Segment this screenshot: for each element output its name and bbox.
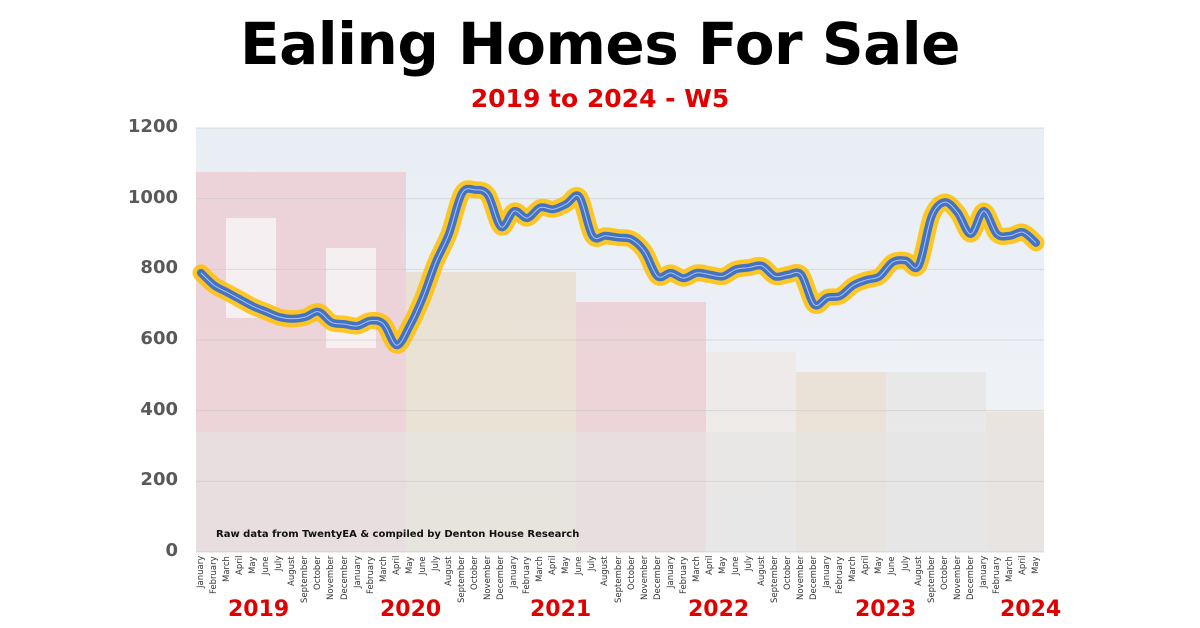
x-tick-label: December: [496, 556, 507, 601]
x-tick-label: August: [757, 556, 768, 586]
x-tick-label: October: [626, 556, 637, 591]
x-tick-label: December: [339, 556, 350, 601]
y-tick-label: 600: [140, 328, 178, 349]
year-label: 2024: [1000, 597, 1062, 622]
x-tick-label: January: [196, 556, 206, 589]
year-label: 2022: [688, 597, 750, 622]
y-tick-label: 0: [165, 540, 178, 561]
x-tick-label: November: [796, 556, 807, 601]
y-tick-label: 1200: [127, 116, 178, 137]
x-tick-label: October: [469, 556, 480, 591]
x-tick-label: January: [822, 556, 833, 589]
x-tick-label: October: [313, 556, 324, 591]
x-tick-label: November: [639, 556, 650, 601]
year-label: 2019: [228, 597, 290, 622]
x-tick-label: January: [509, 556, 520, 589]
x-tick-label: September: [770, 556, 781, 603]
x-tick-label: February: [365, 556, 376, 594]
x-tick-label: January: [352, 556, 363, 589]
x-tick-label: February: [835, 556, 846, 594]
x-tick-label: September: [926, 556, 937, 603]
x-tick-label: November: [952, 556, 963, 601]
x-tick-label: August: [600, 556, 611, 586]
x-tick-label: November: [326, 556, 337, 601]
y-tick-label: 200: [140, 469, 178, 491]
y-tick-label: 1000: [127, 186, 178, 208]
year-label: 2023: [855, 597, 917, 622]
chart-title: Ealing Homes For Sale: [240, 10, 960, 78]
data-credit: Raw data from TwentyEA & compiled by Den…: [216, 529, 580, 540]
year-label: 2021: [530, 597, 592, 622]
x-tick-label: September: [613, 556, 624, 603]
x-tick-label: August: [443, 556, 454, 586]
line-highlight: [200, 188, 1037, 346]
data-line: [197, 184, 1040, 350]
y-tick-label: 400: [140, 398, 178, 420]
x-tick-label: September: [300, 556, 311, 603]
y-tick-label: 800: [140, 257, 178, 279]
x-tick-label: December: [965, 556, 976, 601]
x-tick-label: October: [783, 556, 794, 591]
x-tick-label: October: [939, 556, 950, 591]
gridlines: [196, 127, 1044, 553]
year-label: 2020: [380, 597, 442, 622]
x-tick-label: December: [652, 556, 663, 601]
chart-subtitle: 2019 to 2024 - W5: [470, 84, 730, 113]
x-tick-label: September: [456, 556, 467, 603]
x-tick-label: December: [809, 556, 820, 601]
x-tick-label: February: [209, 556, 220, 594]
x-tick-label: January: [978, 556, 989, 589]
x-tick-label: January: [665, 556, 676, 589]
x-tick-label: November: [483, 556, 494, 601]
